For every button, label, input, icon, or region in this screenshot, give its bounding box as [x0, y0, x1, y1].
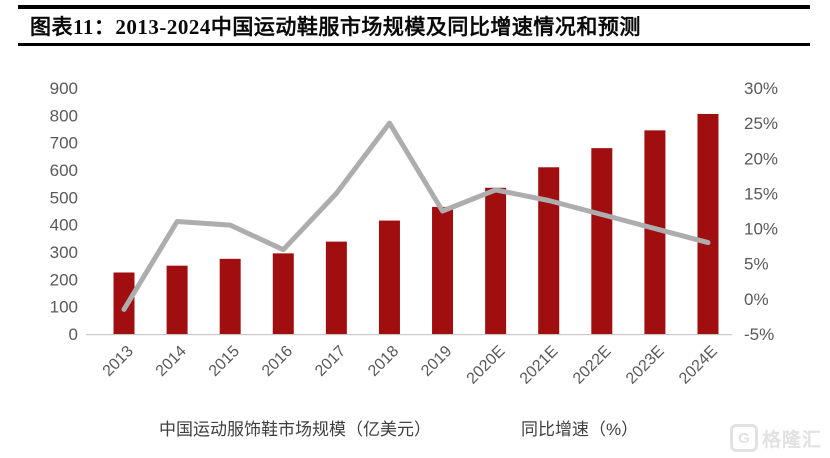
x-label-2018: 2018: [365, 343, 402, 380]
svg-text:700: 700: [50, 134, 78, 153]
svg-text:500: 500: [50, 188, 78, 207]
bar-2021E: [538, 167, 560, 334]
bar-2022E: [591, 148, 613, 334]
svg-text:100: 100: [50, 298, 78, 317]
x-label-2021E: 2021E: [517, 343, 562, 388]
svg-text:25%: 25%: [744, 114, 778, 133]
title-rule-top: [18, 5, 810, 9]
x-label-2019: 2019: [418, 343, 455, 380]
svg-text:600: 600: [50, 161, 78, 180]
legend-line-swatch: [475, 425, 515, 430]
svg-text:0%: 0%: [744, 290, 769, 309]
watermark-text: 格隆汇: [761, 429, 822, 451]
bar-2015: [219, 258, 241, 334]
svg-text:200: 200: [50, 270, 78, 289]
bar-2018: [378, 220, 400, 334]
x-label-2022E: 2022E: [570, 343, 615, 388]
bar-2019: [432, 206, 454, 334]
combo-chart: 900 800 700 600 500 400 300 200 100 0 30% 25% 20% 15%…: [50, 79, 778, 388]
svg-text:20%: 20%: [744, 149, 778, 168]
yoy-growth-line: [121, 120, 711, 312]
x-label-2017: 2017: [312, 343, 349, 380]
x-label-2023E: 2023E: [623, 343, 668, 388]
bar-2024E: [697, 113, 719, 334]
svg-text:5%: 5%: [744, 255, 769, 274]
legend-bar-swatch: [113, 421, 151, 433]
svg-text:0: 0: [69, 325, 78, 344]
y-axis-left-labels: 900 800 700 600 500 400 300 200 100 0: [50, 79, 78, 344]
x-axis-line: [86, 334, 732, 336]
x-label-2020E: 2020E: [464, 343, 509, 388]
bar-2020E: [485, 187, 507, 334]
svg-text:30%: 30%: [744, 79, 778, 98]
market-size-bars: [113, 113, 719, 334]
svg-text:400: 400: [50, 216, 78, 235]
legend-bar-label: 中国运动服饰鞋市场规模（亿美元）: [159, 419, 431, 439]
x-label-2014: 2014: [153, 343, 190, 380]
x-axis-labels: 2013 2014 2015 2016 2017 2018 2019 2020E 2021E 20…: [100, 343, 721, 388]
svg-text:10%: 10%: [744, 220, 778, 239]
svg-text:15%: 15%: [744, 184, 778, 203]
bar-2016: [272, 253, 294, 334]
svg-text:800: 800: [50, 106, 78, 125]
x-label-2015: 2015: [206, 343, 243, 380]
figure-title: 图表11：2013-2024中国运动鞋服市场规模及同比增速情况和预测: [30, 15, 641, 39]
chart-legend: 中国运动服饰鞋市场规模（亿美元） 同比增速（%）: [113, 418, 638, 439]
y-axis-right-labels: 30% 25% 20% 15% 10% 5% 0% -5%: [744, 79, 778, 344]
x-label-2016: 2016: [259, 343, 296, 380]
svg-text:900: 900: [50, 79, 78, 98]
watermark: G 格隆汇: [729, 424, 822, 452]
x-label-2013: 2013: [100, 343, 137, 380]
bar-2013: [113, 272, 135, 334]
bar-2017: [325, 241, 347, 334]
legend-line-label: 同比增速（%）: [521, 419, 639, 439]
svg-text:-5%: -5%: [744, 325, 774, 344]
gelonghui-logo-icon: G: [729, 424, 758, 452]
x-label-2024E: 2024E: [676, 343, 721, 388]
bar-2014: [166, 265, 188, 334]
title-rule-bottom: [18, 43, 810, 46]
bar-2023E: [644, 130, 666, 334]
svg-text:300: 300: [50, 243, 78, 262]
